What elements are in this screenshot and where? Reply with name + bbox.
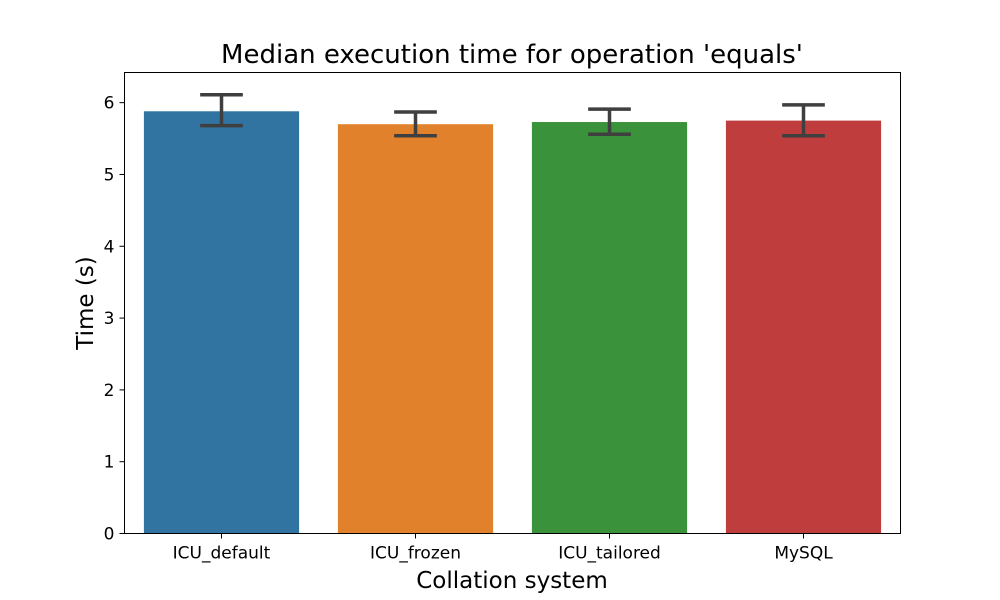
y-tick-label: 5 — [104, 165, 115, 185]
y-tick-label: 2 — [104, 381, 115, 401]
bar-mysql — [725, 120, 882, 534]
y-tick-label: 6 — [104, 94, 115, 114]
bars-group — [143, 111, 882, 534]
y-axis: 0 1 2 3 4 5 6 — [104, 94, 125, 545]
bar-icu-default — [143, 111, 300, 534]
y-tick-label: 3 — [104, 309, 115, 329]
error-bar-icu-tailored — [588, 107, 631, 137]
error-bar-icu-frozen — [394, 110, 437, 138]
x-tick-label: ICU_frozen — [370, 544, 461, 564]
error-bar-icu-default — [200, 93, 243, 128]
y-tick-label: 1 — [104, 453, 115, 473]
error-bars-group — [200, 93, 825, 138]
error-bar-mysql — [782, 103, 825, 138]
y-tick-label: 0 — [104, 525, 115, 545]
bar-icu-tailored — [531, 122, 688, 534]
x-tick-label: MySQL — [774, 544, 833, 564]
y-tick-label: 4 — [104, 237, 115, 257]
x-tick-label: ICU_default — [173, 544, 271, 564]
x-axis: ICU_default ICU_frozen ICU_tailored MySQL — [173, 533, 833, 564]
chart-title: Median execution time for operation 'equ… — [221, 40, 803, 70]
bar-icu-frozen — [337, 124, 494, 534]
plot-frame — [124, 72, 901, 534]
x-axis-label: Collation system — [416, 568, 608, 594]
x-tick-label: ICU_tailored — [558, 544, 661, 564]
y-axis-label: Time (s) — [73, 256, 99, 351]
